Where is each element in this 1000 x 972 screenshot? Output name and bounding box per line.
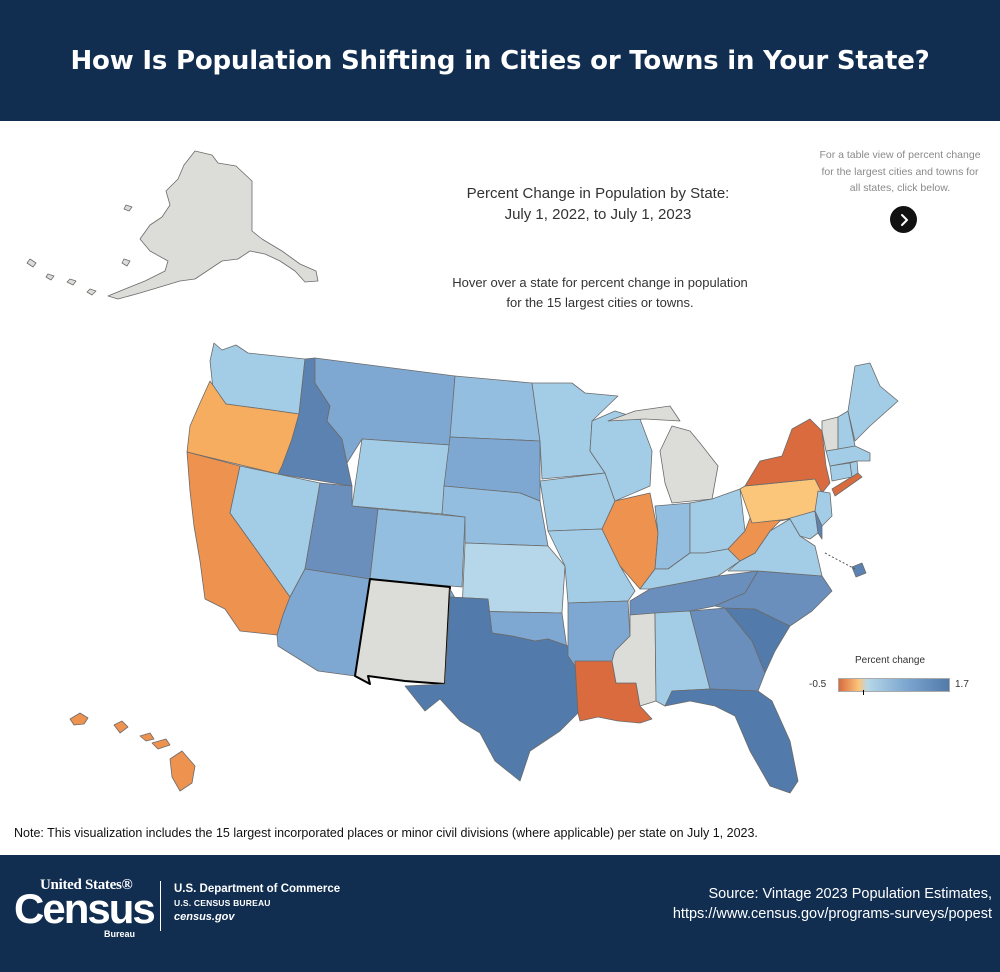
footnote: Note: This visualization includes the 15…: [14, 826, 758, 840]
color-legend: Percent change -0.5 1.7: [805, 655, 985, 705]
table-view-note-line1: For a table view of percent change: [819, 149, 981, 161]
state-maine[interactable]: [847, 362, 899, 442]
hover-instructions-line2: for the 15 largest cities or towns.: [506, 295, 694, 310]
state-wyoming[interactable]: [351, 438, 451, 515]
footer-divider: [160, 881, 161, 931]
state-new-hampshire[interactable]: [837, 410, 856, 450]
source-url[interactable]: https://www.census.gov/programs-surveys/…: [672, 906, 992, 922]
state-michigan[interactable]: [607, 405, 719, 504]
dc-leader-line: [824, 552, 856, 570]
table-view-button[interactable]: [890, 206, 917, 233]
state-iowa[interactable]: [539, 472, 616, 532]
state-wisconsin[interactable]: [589, 410, 653, 502]
legend-max-label: 1.7: [955, 679, 969, 690]
census-gov-link[interactable]: census.gov: [174, 911, 235, 923]
page-title: How Is Population Shifting in Cities or …: [70, 45, 930, 76]
table-view-note-line3: all states, click below.: [849, 182, 951, 194]
map-title-line1: Percent Change in Population by State:: [466, 185, 730, 202]
legend-zero-tick: [863, 690, 865, 695]
table-view-note-line2: for the largest cities and towns for: [821, 165, 979, 178]
us-choropleth-map[interactable]: [0, 121, 1000, 855]
logo-bureau-word: Bureau: [104, 929, 136, 939]
footer-banner: United States® Census Bureau U.S. Depart…: [0, 855, 1000, 972]
map-title: Percent Change in Population by State: J…: [430, 183, 766, 225]
state-north-carolina[interactable]: [714, 570, 833, 627]
source-citation: Source: Vintage 2023 Population Estimate…: [673, 884, 992, 924]
map-area: Percent Change in Population by State: J…: [0, 121, 1000, 855]
legend-title: Percent change: [854, 655, 926, 666]
state-alaska-islands[interactable]: [26, 204, 133, 296]
map-title-line2: July 1, 2022, to July 1, 2023: [504, 206, 692, 223]
logo-united-states: United States®: [40, 877, 133, 893]
dept-name: U.S. Department of Commerce: [174, 883, 341, 895]
state-vermont[interactable]: [821, 416, 839, 452]
table-view-note: For a table view of percent change for t…: [800, 147, 1000, 197]
chevron-right-icon: [900, 213, 908, 226]
hover-instructions: Hover over a state for percent change in…: [400, 273, 800, 313]
state-hawaii[interactable]: [69, 712, 196, 792]
state-north-dakota[interactable]: [449, 375, 541, 442]
state-new-mexico[interactable]: [354, 578, 451, 685]
legend-gradient-bar: [838, 678, 950, 692]
logo-census-word: Census: [14, 885, 156, 932]
state-delaware[interactable]: [814, 510, 823, 540]
state-new-jersey[interactable]: [814, 490, 833, 527]
state-texas[interactable]: [404, 596, 579, 782]
bureau-name: U.S. CENSUS BUREAU: [174, 898, 271, 908]
legend-min-label: -0.5: [809, 679, 827, 690]
department-block: U.S. Department of Commerce U.S. CENSUS …: [174, 882, 340, 925]
census-bureau-logo[interactable]: United States® Census Bureau: [14, 877, 156, 949]
state-alaska[interactable]: [107, 150, 319, 300]
state-dc-inset[interactable]: [851, 562, 867, 578]
header-banner: How Is Population Shifting in Cities or …: [0, 0, 1000, 121]
state-colorado[interactable]: [369, 508, 466, 588]
state-florida[interactable]: [664, 688, 799, 794]
hover-instructions-line1: Hover over a state for percent change in…: [452, 275, 748, 290]
source-line1: Source: Vintage 2023 Population Estimate…: [708, 886, 992, 902]
